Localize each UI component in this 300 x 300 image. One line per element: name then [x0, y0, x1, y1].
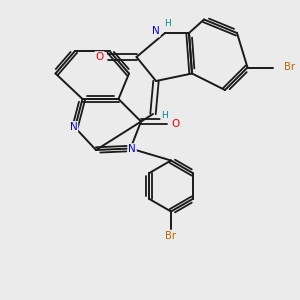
Text: H: H — [161, 111, 168, 120]
Text: Br: Br — [284, 62, 296, 73]
Text: N: N — [128, 144, 136, 154]
Text: N: N — [152, 26, 160, 37]
Text: N: N — [70, 122, 77, 132]
Text: O: O — [95, 52, 104, 62]
Text: Br: Br — [166, 231, 176, 241]
Text: O: O — [171, 119, 180, 129]
Text: H: H — [164, 20, 171, 28]
